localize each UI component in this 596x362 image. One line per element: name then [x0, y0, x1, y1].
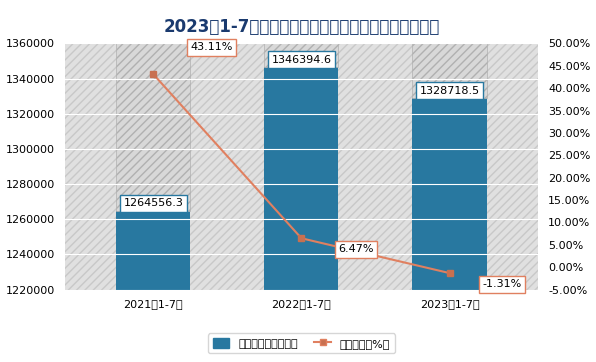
- Text: 1328718.5: 1328718.5: [420, 86, 480, 96]
- Bar: [265, 67, 339, 290]
- Text: 1264556.3: 1264556.3: [123, 198, 184, 209]
- Text: 6.47%: 6.47%: [339, 244, 374, 254]
- Title: 2023年1-7月我国锂离子电池产量累计值及其同比增速: 2023年1-7月我国锂离子电池产量累计值及其同比增速: [163, 18, 440, 36]
- Legend: 产量累计值（万只）, 同比增速（%）: 产量累计值（万只）, 同比增速（%）: [208, 333, 395, 353]
- Bar: [412, 98, 486, 290]
- Bar: [116, 43, 190, 211]
- Bar: [412, 43, 486, 98]
- Text: 1346394.6: 1346394.6: [271, 55, 331, 64]
- Text: -1.31%: -1.31%: [482, 279, 522, 289]
- Text: 43.11%: 43.11%: [190, 42, 233, 52]
- Bar: [265, 43, 339, 67]
- Bar: [116, 211, 190, 290]
